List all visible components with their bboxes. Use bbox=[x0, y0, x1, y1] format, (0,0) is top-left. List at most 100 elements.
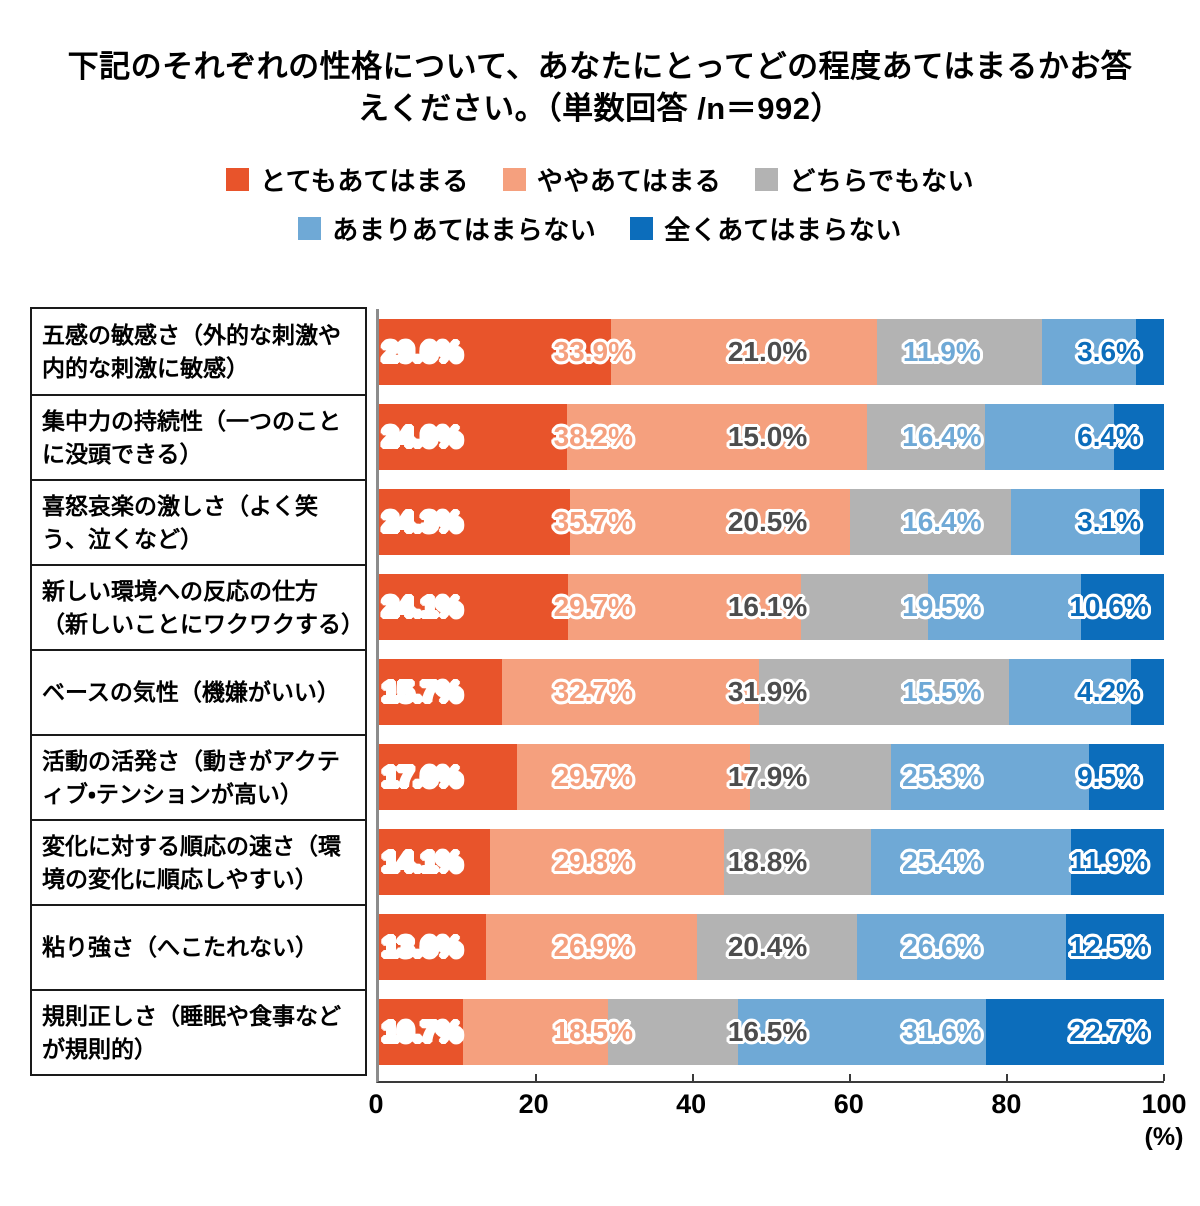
bar-value-label: 17.6% bbox=[382, 760, 462, 792]
bar-value-label: 26.6% bbox=[902, 930, 982, 962]
bar-value-label: 24.1% bbox=[382, 590, 462, 622]
bar-segment bbox=[1009, 658, 1131, 725]
bar-segment bbox=[379, 998, 463, 1065]
bar-segment bbox=[1131, 658, 1164, 725]
bar-row: 29.6% 33.9% 21.0% 11.9% 3.6% bbox=[379, 309, 1164, 394]
bar-segment bbox=[1080, 573, 1164, 640]
bar-value-label: 31.6% bbox=[902, 1015, 982, 1047]
stacked-bar: 14.1% 29.8% 18.8% 25.4% 11.9% bbox=[379, 828, 1164, 895]
bar-value-label: 26.9% bbox=[553, 930, 633, 962]
bar-value-label: 12.5% bbox=[1069, 930, 1149, 962]
stacked-bar: 13.6% 26.9% 20.4% 26.6% 12.5% bbox=[379, 913, 1164, 980]
bar-segment bbox=[985, 403, 1114, 470]
bar-segment bbox=[1065, 913, 1164, 980]
axis-tick-label: 60 bbox=[833, 1089, 864, 1120]
legend-item: ややあてはまる bbox=[502, 161, 721, 198]
bar-value-label: 15.5% bbox=[902, 675, 982, 707]
bar-segment bbox=[1113, 403, 1164, 470]
category-label: 粘り強さ（へこたれない） bbox=[32, 904, 365, 989]
bar-value-label: 22.7% bbox=[1069, 1015, 1149, 1047]
category-label: 五感の敏感さ（外的な刺激や内的な刺激に敏感） bbox=[42, 322, 341, 381]
legend-swatch-icon bbox=[502, 168, 526, 192]
bar-segment bbox=[379, 573, 569, 640]
bar-value-label: 10.6% bbox=[1069, 590, 1149, 622]
axis-tick-label: 100 bbox=[1141, 1089, 1187, 1120]
bar-segment bbox=[379, 913, 486, 980]
bar-segment bbox=[517, 743, 751, 810]
bar-segment bbox=[379, 403, 568, 470]
legend-label: どちらでもない bbox=[789, 166, 975, 197]
stacked-bar: 17.6% 29.7% 17.9% 25.3% 9.5% bbox=[379, 743, 1164, 810]
bar-value-label: 16.4% bbox=[902, 420, 982, 452]
stacked-bar: 29.6% 33.9% 21.0% 11.9% 3.6% bbox=[379, 318, 1164, 385]
legend-row: あまりあてはまらない 全くあてはまらない bbox=[0, 210, 1200, 247]
bar-segment bbox=[890, 743, 1090, 810]
legend-item: どちらでもない bbox=[755, 161, 974, 198]
bar-value-label: 25.4% bbox=[902, 845, 982, 877]
stacked-bar: 24.3% 35.7% 20.5% 16.4% 3.1% bbox=[379, 488, 1164, 555]
bar-row: 14.1% 29.8% 18.8% 25.4% 11.9% bbox=[379, 819, 1164, 904]
category-label: 集中力の持続性（一つのことに没頭できる） bbox=[32, 394, 365, 479]
legend-item: 全くあてはまらない bbox=[630, 210, 901, 247]
category-label: 変化に対する順応の速さ（環境の変化に順応しやすい） bbox=[32, 819, 365, 904]
bar-value-label: 16.1% bbox=[727, 590, 808, 622]
bar-segment bbox=[462, 998, 609, 1065]
bar-row: 24.0% 38.2% 15.0% 16.4% 6.4% bbox=[379, 394, 1164, 479]
axis-tick bbox=[849, 1074, 851, 1082]
bar-value-label: 10.7% bbox=[382, 1015, 462, 1047]
axis-tick-label: 0 bbox=[368, 1089, 384, 1120]
bar-segment bbox=[489, 828, 724, 895]
stacked-bar: 24.0% 38.2% 15.0% 16.4% 6.4% bbox=[379, 403, 1164, 470]
bar-row: 24.1% 29.7% 16.1% 19.5% 10.6% bbox=[379, 564, 1164, 649]
stacked-bar: 15.7% 32.7% 31.9% 15.5% 4.2% bbox=[379, 658, 1164, 725]
bar-value-label: 11.9% bbox=[902, 335, 981, 367]
bar-value-label: 35.7% bbox=[553, 505, 633, 537]
legend-row: とてもあてはまる ややあてはまる どちらでもない bbox=[0, 161, 1200, 198]
bar-value-label: 6.4% bbox=[1077, 420, 1141, 452]
chart-title: 下記のそれぞれの性格について、あなたにとってどの程度あてはまるかお答 えください… bbox=[0, 46, 1200, 129]
axis-tick-label: 40 bbox=[676, 1089, 707, 1120]
bar-segment bbox=[1089, 743, 1164, 810]
bar-segment bbox=[379, 743, 518, 810]
legend: とてもあてはまる ややあてはまる どちらでもないあまりあてはまらない 全くあてはまらな… bbox=[0, 161, 1200, 247]
bar-segment bbox=[867, 403, 985, 470]
legend-swatch-icon bbox=[225, 168, 249, 192]
bar-segment bbox=[1042, 318, 1136, 385]
bar-row: 15.7% 32.7% 31.9% 15.5% 4.2% bbox=[379, 649, 1164, 734]
bar-segment bbox=[801, 573, 928, 640]
category-label: 規則正しさ（睡眠や食事などが規則的） bbox=[32, 989, 365, 1074]
bar-row: 24.3% 35.7% 20.5% 16.4% 3.1% bbox=[379, 479, 1164, 564]
bar-row: 13.6% 26.9% 20.4% 26.6% 12.5% bbox=[379, 904, 1164, 989]
bar-segment bbox=[567, 403, 868, 470]
bar-value-label: 3.6% bbox=[1077, 335, 1141, 367]
category-label: 新しい環境への反応の仕方（新しいことにワクワクする） bbox=[32, 564, 365, 649]
bar-segment bbox=[1070, 828, 1164, 895]
bar-row: 17.6% 29.7% 17.9% 25.3% 9.5% bbox=[379, 734, 1164, 819]
bar-value-label: 38.2% bbox=[553, 420, 633, 452]
bar-segment bbox=[750, 743, 891, 810]
bar-segment bbox=[927, 573, 1081, 640]
legend-label: とてもあてはまる bbox=[259, 166, 469, 197]
bar-segment bbox=[379, 658, 503, 725]
bar-value-label: 4.2% bbox=[1077, 675, 1141, 707]
bar-segment bbox=[1010, 488, 1140, 555]
stacked-bar: 10.7% 18.5% 16.5% 31.6% 22.7% bbox=[379, 998, 1164, 1065]
bar-value-label: 17.9% bbox=[727, 760, 808, 792]
bar-value-label: 25.3% bbox=[902, 760, 982, 792]
bar-segment bbox=[502, 658, 759, 725]
bar-value-label: 18.8% bbox=[727, 845, 808, 877]
legend-item: あまりあてはまらない bbox=[298, 210, 596, 247]
chart-title-line1: 下記のそれぞれの性格について、あなたにとってどの程度あてはまるかお答 bbox=[67, 49, 1133, 84]
survey-chart-page: 下記のそれぞれの性格について、あなたにとってどの程度あてはまるかお答 えください… bbox=[0, 46, 1200, 1159]
legend-swatch-icon bbox=[298, 217, 322, 241]
bar-value-label: 16.4% bbox=[902, 505, 982, 537]
category-column: 五感の敏感さ（外的な刺激や内的な刺激に敏感） 集中力の持続性（一つのことに没頭でき… bbox=[30, 307, 367, 1077]
legend-swatch-icon bbox=[755, 168, 779, 192]
bar-value-label: 33.9% bbox=[553, 335, 633, 367]
bar-segment bbox=[696, 913, 858, 980]
bar-segment bbox=[379, 488, 570, 555]
bar-value-label: 3.1% bbox=[1077, 505, 1141, 537]
chart-title-line2: えください。（単数回答 /n＝992） bbox=[358, 90, 842, 126]
bar-segment bbox=[1139, 488, 1164, 555]
bar-segment bbox=[758, 658, 1010, 725]
